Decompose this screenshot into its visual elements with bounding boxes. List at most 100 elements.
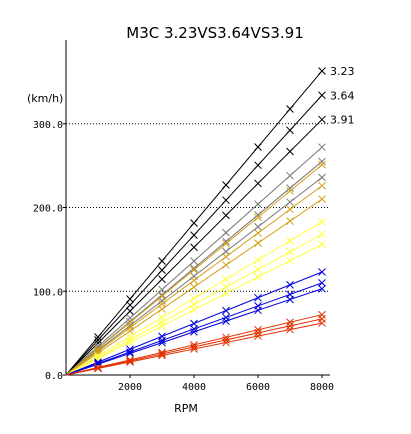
data-point <box>318 310 326 319</box>
grid-lines <box>66 123 330 292</box>
data-point <box>286 187 294 195</box>
data-point <box>190 345 198 353</box>
gear-group <box>65 67 326 376</box>
data-point <box>222 306 230 315</box>
gear-group <box>65 143 326 376</box>
data-point <box>318 230 326 239</box>
data-point <box>190 231 198 239</box>
data-point <box>318 319 326 327</box>
series-line <box>65 240 326 376</box>
x-axis-label: RPM <box>174 402 198 415</box>
data-point <box>190 305 198 314</box>
data-point <box>158 257 166 265</box>
data-point <box>158 338 166 347</box>
data-point <box>318 284 326 293</box>
data-point <box>254 265 262 274</box>
data-point <box>126 357 134 365</box>
data-point <box>222 239 230 248</box>
data-point <box>318 268 326 276</box>
x-tick-label: 2000 <box>118 382 142 393</box>
data-point <box>126 338 134 347</box>
data-point <box>318 279 326 287</box>
data-point <box>254 273 262 281</box>
data-point <box>158 266 166 274</box>
gear-group <box>65 310 326 376</box>
end-labels: 3.23 3.64 3.91 <box>330 65 355 127</box>
data-point <box>190 319 198 328</box>
data-point <box>222 228 230 237</box>
data-point <box>222 283 230 291</box>
series-line <box>65 268 326 376</box>
series-line <box>65 115 326 376</box>
data-point <box>222 289 230 298</box>
data-point <box>190 283 198 291</box>
data-point <box>286 237 294 245</box>
data-point <box>158 322 166 330</box>
data-point <box>126 358 134 366</box>
data-point <box>318 91 326 100</box>
chart-title: M3C 3.23VS3.64VS3.91 <box>126 24 304 42</box>
series-line <box>65 319 326 376</box>
data-point <box>190 264 198 273</box>
data-point <box>126 307 134 315</box>
data-point <box>158 351 166 360</box>
x-tick-label: 8000 <box>310 382 334 393</box>
end-label: 3.23 <box>330 65 355 78</box>
data-point <box>254 213 262 222</box>
data-point <box>222 317 230 325</box>
data-point <box>286 205 294 214</box>
data-point <box>222 275 230 284</box>
data-point <box>254 293 262 302</box>
data-point <box>318 160 326 169</box>
data-point <box>254 200 262 209</box>
series-line <box>65 279 326 376</box>
data-point <box>126 301 134 309</box>
data-point <box>286 217 294 225</box>
y-tick-label: 100.0 <box>33 287 63 298</box>
data-point <box>318 143 326 152</box>
data-point <box>254 161 262 170</box>
data-point <box>286 126 294 135</box>
tick-labels: 0.0 100.0 200.0 300.0 2000 4000 6000 8000 <box>33 120 334 393</box>
series-line <box>65 217 326 376</box>
data-point <box>318 195 326 203</box>
data-point <box>254 256 262 264</box>
data-point <box>318 240 326 249</box>
data-point <box>286 105 294 113</box>
data-point <box>286 248 294 256</box>
series-line <box>65 284 326 376</box>
data-point <box>222 181 230 189</box>
series-group <box>65 67 326 376</box>
y-tick-label: 0.0 <box>45 371 63 382</box>
data-point <box>254 222 262 231</box>
data-point <box>126 335 134 344</box>
data-point <box>190 257 198 265</box>
data-point <box>190 243 198 252</box>
data-point <box>222 261 230 269</box>
data-point <box>254 143 262 151</box>
data-point <box>254 239 262 247</box>
data-point <box>222 313 230 322</box>
data-point <box>286 322 294 330</box>
y-tick-label: 300.0 <box>33 120 63 131</box>
data-point <box>318 157 326 166</box>
series-line <box>65 315 326 376</box>
data-point <box>190 294 198 303</box>
data-point <box>94 333 102 341</box>
series-line <box>65 160 326 376</box>
series-line <box>65 91 326 376</box>
data-point <box>94 364 102 373</box>
end-label: 3.64 <box>330 89 355 102</box>
data-point <box>254 210 262 219</box>
gear-group <box>65 217 326 376</box>
data-point <box>286 318 294 327</box>
data-point <box>126 295 134 303</box>
end-label: 3.91 <box>330 114 355 127</box>
data-point <box>158 332 166 341</box>
data-point <box>286 184 294 192</box>
data-point <box>126 327 134 335</box>
data-point <box>158 305 166 313</box>
y-tick-label: 200.0 <box>33 204 63 215</box>
data-point <box>94 336 102 344</box>
data-point <box>318 115 326 124</box>
